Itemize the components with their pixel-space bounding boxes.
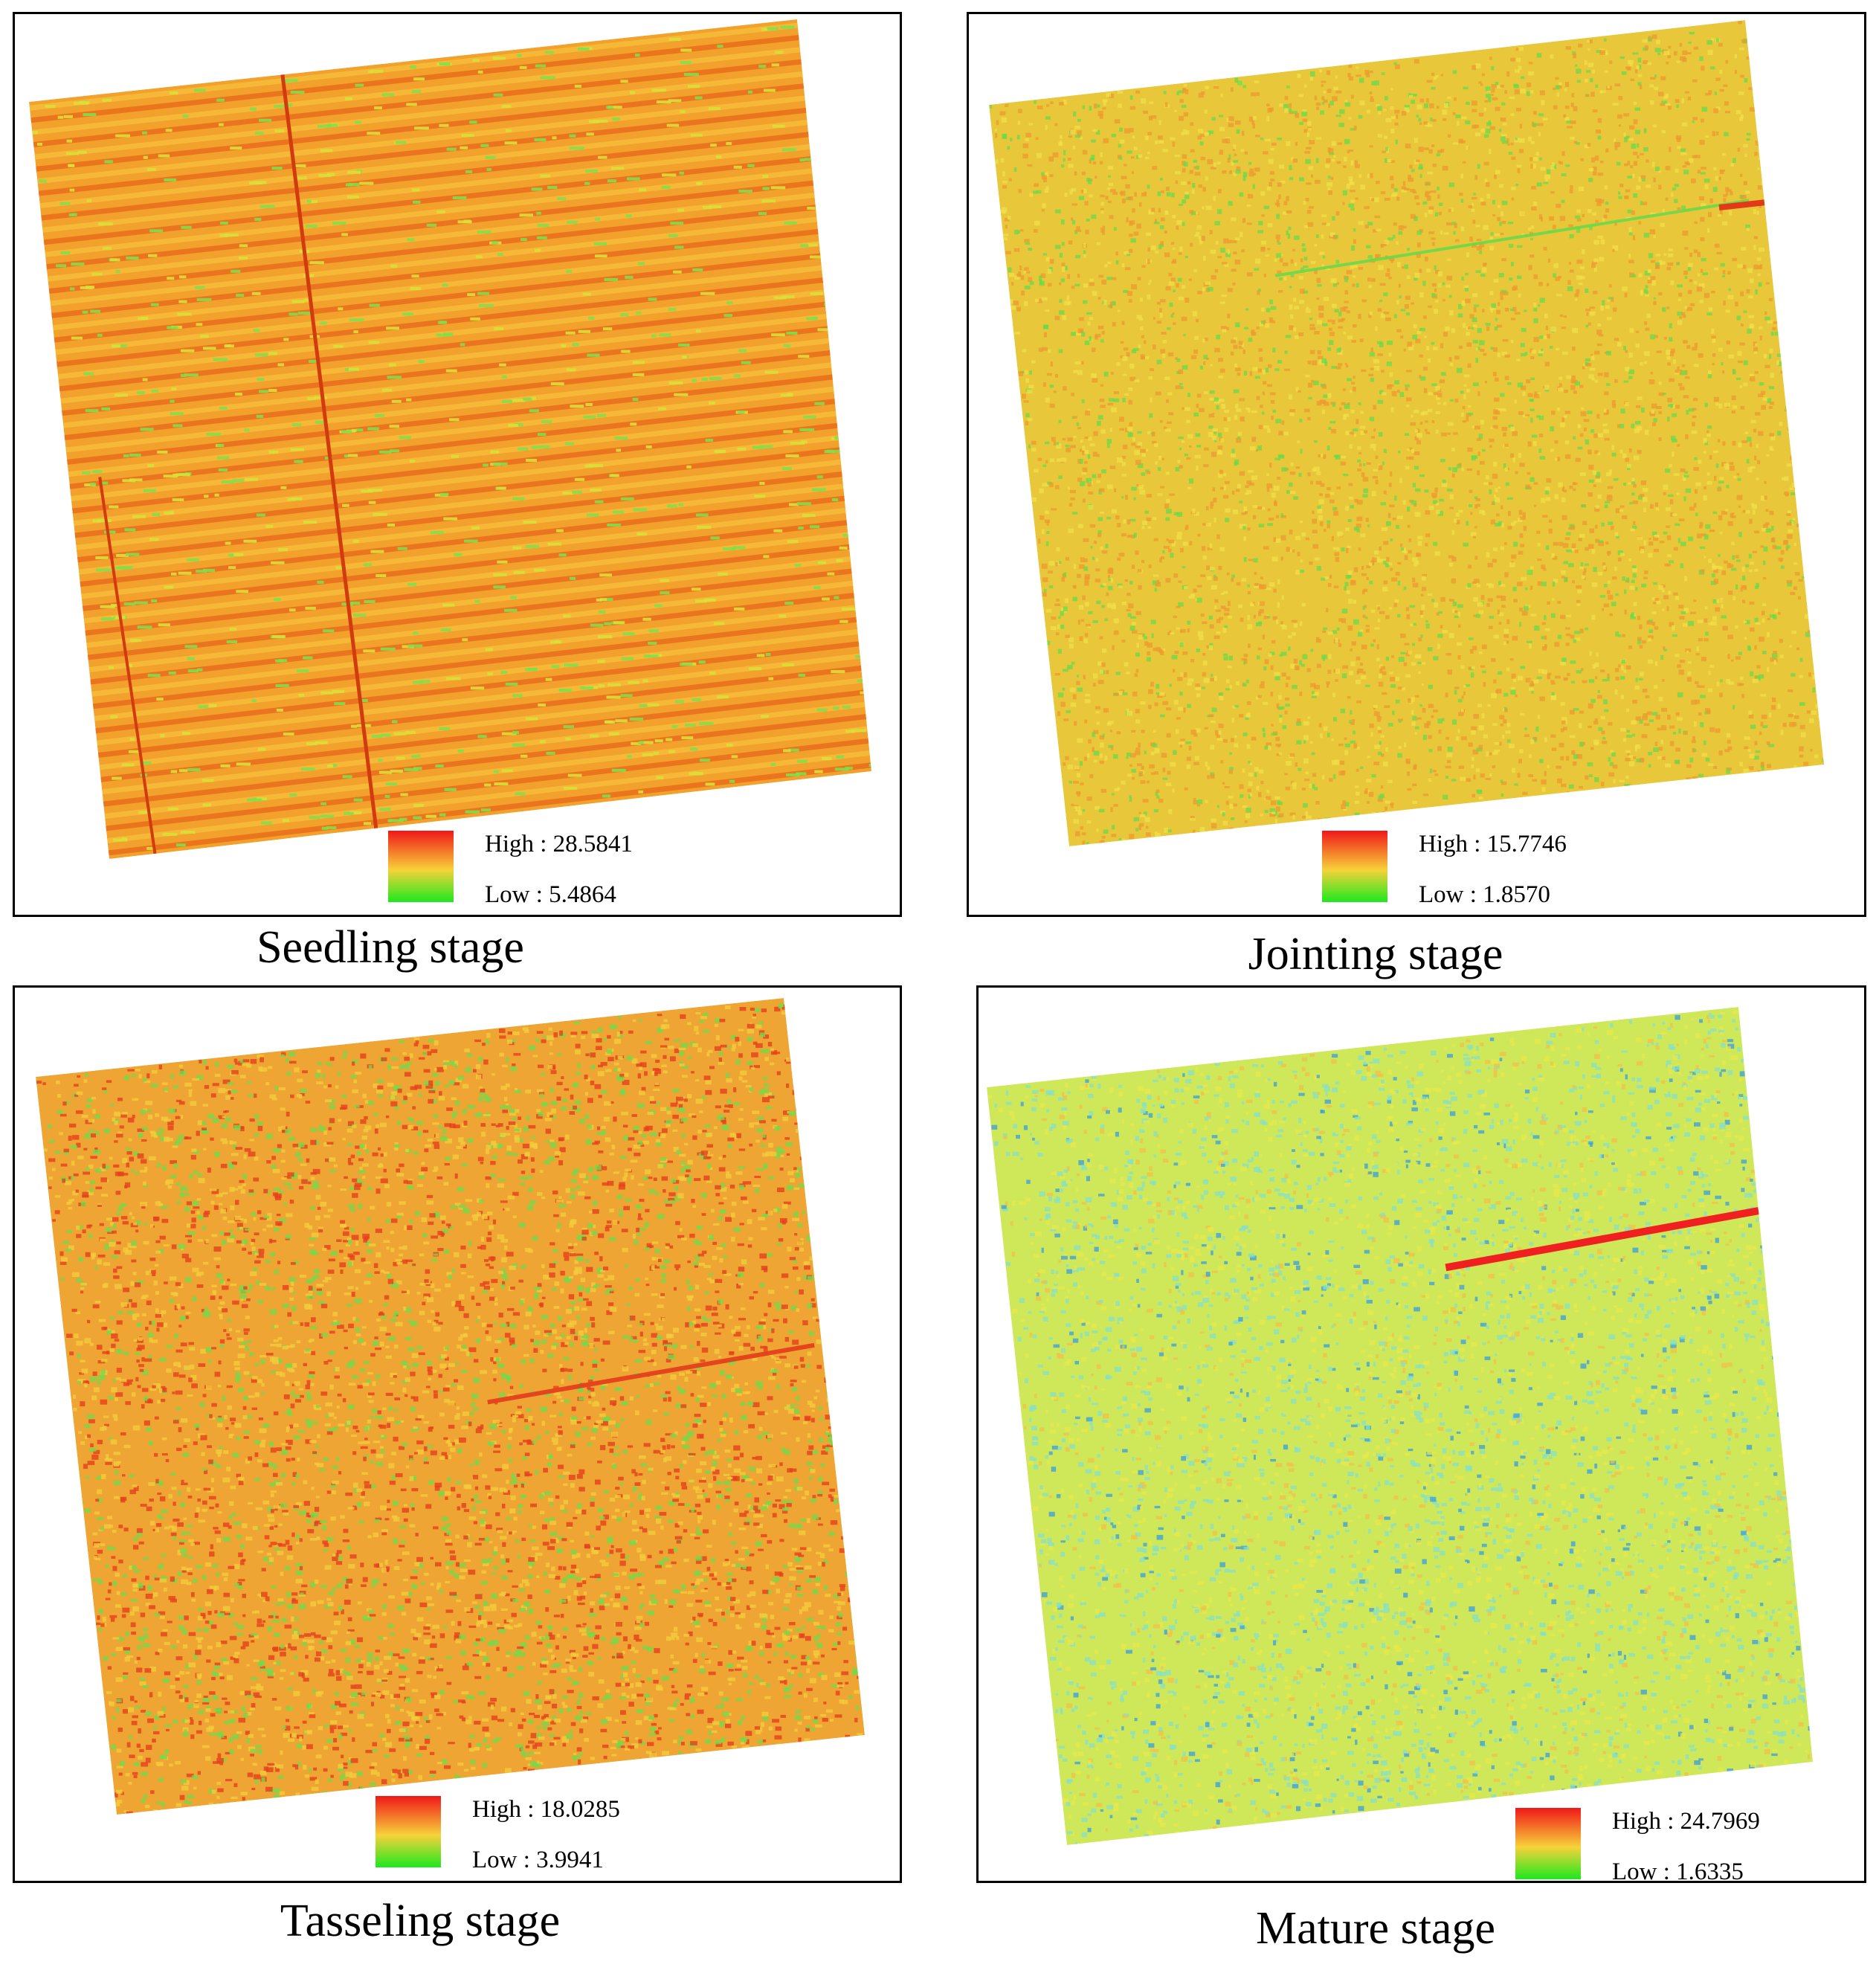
legend-high-label: High : 24.7969 — [1612, 1808, 1760, 1835]
legend-low-label: Low : 1.8570 — [1419, 881, 1550, 908]
panel-seedling: High : 28.5841 Low : 5.4864 — [13, 12, 902, 917]
legend-gradient-swatch — [388, 831, 454, 902]
legend-low-label: Low : 1.6335 — [1612, 1858, 1744, 1885]
legend-low-label: Low : 3.9941 — [472, 1847, 604, 1873]
legend-gradient-swatch — [375, 1796, 441, 1867]
legend-high-label: High : 18.0285 — [472, 1796, 620, 1823]
jointing-map — [989, 20, 1824, 846]
panel-tasseling: High : 18.0285 Low : 3.9941 — [13, 985, 902, 1883]
panel-mature: High : 24.7969 Low : 1.6335 — [976, 985, 1866, 1885]
mature-map — [987, 1007, 1813, 1845]
legend-high-label: High : 15.7746 — [1419, 831, 1567, 857]
caption-jointing: Jointing stage — [1248, 929, 1503, 979]
caption-mature: Mature stage — [1256, 1903, 1495, 1954]
legend-gradient-swatch — [1322, 831, 1387, 902]
seedling-map — [29, 19, 871, 859]
legend-low-label: Low : 5.4864 — [485, 881, 616, 908]
tasseling-map — [36, 998, 865, 1815]
legend-high-label: High : 28.5841 — [485, 831, 633, 857]
panel-jointing: High : 15.7746 Low : 1.8570 — [967, 12, 1866, 917]
caption-tasseling: Tasseling stage — [280, 1896, 561, 1946]
caption-seedling: Seedling stage — [257, 922, 524, 973]
legend-gradient-swatch — [1515, 1808, 1581, 1879]
